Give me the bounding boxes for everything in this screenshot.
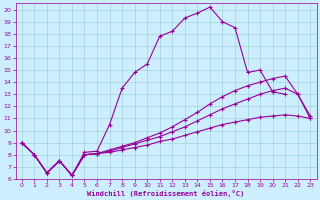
X-axis label: Windchill (Refroidissement éolien,°C): Windchill (Refroidissement éolien,°C) <box>87 190 245 197</box>
